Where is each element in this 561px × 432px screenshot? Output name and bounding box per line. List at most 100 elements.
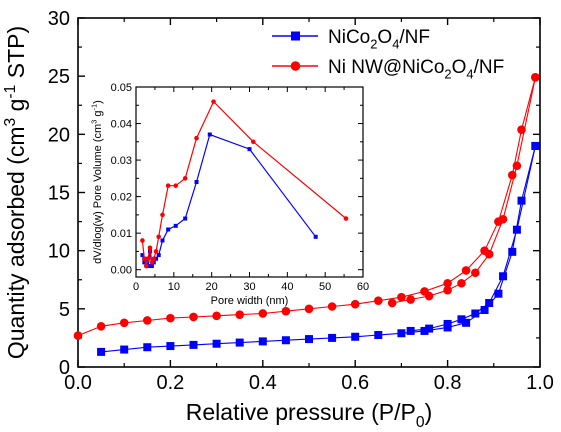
inset-data-point xyxy=(142,256,147,262)
inset-data-point xyxy=(173,223,178,228)
inset-data-point xyxy=(194,180,199,184)
data-point xyxy=(212,311,221,321)
data-point xyxy=(143,343,152,352)
inset-data-point xyxy=(147,245,153,251)
inset-data-point xyxy=(140,253,145,258)
data-point xyxy=(166,342,175,351)
inset-x-tick-label: 60 xyxy=(357,281,369,293)
data-point xyxy=(480,305,489,314)
inset-data-point xyxy=(145,256,151,262)
y-tick-label: 20 xyxy=(48,124,70,146)
inset-data-point xyxy=(343,216,349,221)
legend-label: Ni NW@NiCo2O4/NF xyxy=(328,57,504,82)
inset-data-point xyxy=(207,132,212,137)
y-tick-label: 10 xyxy=(48,241,70,263)
inset-data-point xyxy=(160,238,165,243)
data-point xyxy=(119,318,129,328)
data-point xyxy=(498,214,508,224)
data-point xyxy=(512,161,522,171)
data-point xyxy=(508,247,517,256)
y-tick-label: 15 xyxy=(48,183,70,205)
data-point xyxy=(457,315,466,324)
data-point xyxy=(351,332,360,341)
data-point xyxy=(305,335,313,344)
x-tick-label: 0.2 xyxy=(156,372,184,394)
inset-data-point xyxy=(194,135,199,141)
inset-data-point xyxy=(156,253,161,258)
data-point xyxy=(461,266,471,275)
data-point xyxy=(328,333,337,342)
legend-marker xyxy=(290,61,301,71)
data-point xyxy=(531,141,540,150)
legend: NiCo2O4/NF Ni NW@NiCo2O4/NF xyxy=(272,27,504,82)
legend-label: NiCo2O4/NF xyxy=(328,27,430,52)
data-point xyxy=(120,345,129,354)
inset-y-axis-title: dV/dlog(w) Pore Volume (cm3 g-1) xyxy=(90,100,104,264)
x-tick-label: 0.8 xyxy=(434,372,462,394)
main-plot: 0.0 0.2 0.4 0.6 0.8 1.0 0 5 10 15 20 25 30 Relative p… xyxy=(2,8,554,431)
data-point xyxy=(499,272,508,281)
data-point xyxy=(143,316,152,325)
data-point xyxy=(471,309,480,318)
data-point xyxy=(471,268,480,278)
inset-data-point xyxy=(153,249,159,254)
inset-x-tick-label: 50 xyxy=(319,281,331,293)
data-point xyxy=(258,309,268,318)
inset-x-tick-label: 0 xyxy=(133,281,139,293)
series-1 xyxy=(97,141,540,356)
data-point xyxy=(235,310,244,319)
inset-y-tick-label: 0.04 xyxy=(111,119,132,131)
isotherm-desorption-line xyxy=(410,145,536,332)
data-point xyxy=(443,285,452,295)
inset-data-point xyxy=(149,260,155,265)
data-point xyxy=(397,292,406,302)
inset-x-tick-label: 20 xyxy=(206,281,218,293)
data-point xyxy=(512,225,521,234)
y-tick-label: 5 xyxy=(59,299,70,321)
x-axis-title: Relative pressure (P/P0) xyxy=(186,399,432,431)
inset-data-point xyxy=(250,139,256,145)
inset-series-2 xyxy=(140,99,349,269)
data-point xyxy=(258,337,267,346)
data-point xyxy=(424,291,434,301)
data-point xyxy=(350,299,360,309)
data-point xyxy=(494,289,503,298)
data-point xyxy=(212,339,221,348)
data-point xyxy=(235,338,244,347)
y-tick-label: 0 xyxy=(59,357,70,379)
data-point xyxy=(462,318,471,327)
data-point xyxy=(281,306,291,316)
x-tick-label: 0.0 xyxy=(64,372,92,394)
data-point xyxy=(443,278,452,288)
inset-data-point xyxy=(151,256,157,262)
inset-y-tick-label: 0.01 xyxy=(111,228,132,240)
data-point xyxy=(387,298,397,308)
inset-data-point xyxy=(142,260,147,265)
data-point xyxy=(97,347,106,356)
series-2 xyxy=(73,73,540,340)
inset-data-point xyxy=(165,183,171,188)
data-point xyxy=(485,299,494,308)
data-point xyxy=(531,73,540,82)
data-point xyxy=(327,302,337,311)
inset-data-point xyxy=(156,234,161,240)
inset-data-point xyxy=(149,264,154,269)
legend-marker xyxy=(291,31,300,41)
data-point xyxy=(425,324,434,333)
y-tick-label: 30 xyxy=(48,8,70,30)
inset-plot: 0 10 20 30 40 50 60 0.00 0.01 0.02 0.03 0.04 0.05 Por… xyxy=(90,82,370,307)
inset-data-point xyxy=(247,147,252,152)
data-point xyxy=(406,295,415,304)
data-point xyxy=(443,319,452,328)
inset-y-tick-label: 0.02 xyxy=(111,192,132,204)
data-point xyxy=(281,336,290,345)
isotherm-desorption-line xyxy=(392,77,536,304)
data-point xyxy=(397,329,406,338)
inset-data-point xyxy=(211,99,216,104)
y-tick-label: 25 xyxy=(48,66,70,88)
data-point xyxy=(166,313,175,323)
inset-data-point xyxy=(140,238,145,243)
data-point xyxy=(304,304,314,314)
data-point xyxy=(189,312,198,322)
